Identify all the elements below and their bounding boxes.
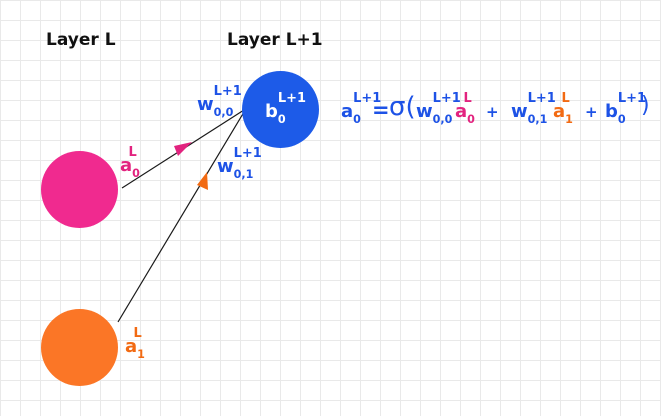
neuron-a0 — [41, 151, 118, 228]
eq-equals: = — [372, 98, 390, 122]
eq-w00: w L+1 0,0 — [416, 91, 461, 127]
neuron-a1 — [41, 309, 118, 386]
arrowhead-a1 — [197, 172, 208, 190]
layer-l-plus-1-title: Layer L+1 — [227, 30, 323, 50]
layer-l-title: Layer L — [46, 30, 116, 50]
eq-b0: b L+1 0 — [605, 91, 647, 127]
neuron-b0 — [242, 71, 319, 148]
edge-a1-to-b0 — [117, 111, 245, 323]
label-w01: w L+1 0,1 — [217, 146, 262, 182]
label-w00: w L+1 0,0 — [197, 84, 242, 120]
eq-plus-1: + — [486, 103, 499, 121]
label-b0: b L+1 0 — [265, 91, 307, 127]
arrowhead-a0 — [174, 142, 192, 156]
eq-sigma: σ( — [389, 92, 416, 122]
eq-plus-2: + — [585, 103, 598, 121]
eq-w01: w L+1 0,1 — [511, 91, 556, 127]
eq-lhs: a L+1 0 — [341, 91, 382, 127]
eq-close-paren: ) — [641, 93, 650, 118]
